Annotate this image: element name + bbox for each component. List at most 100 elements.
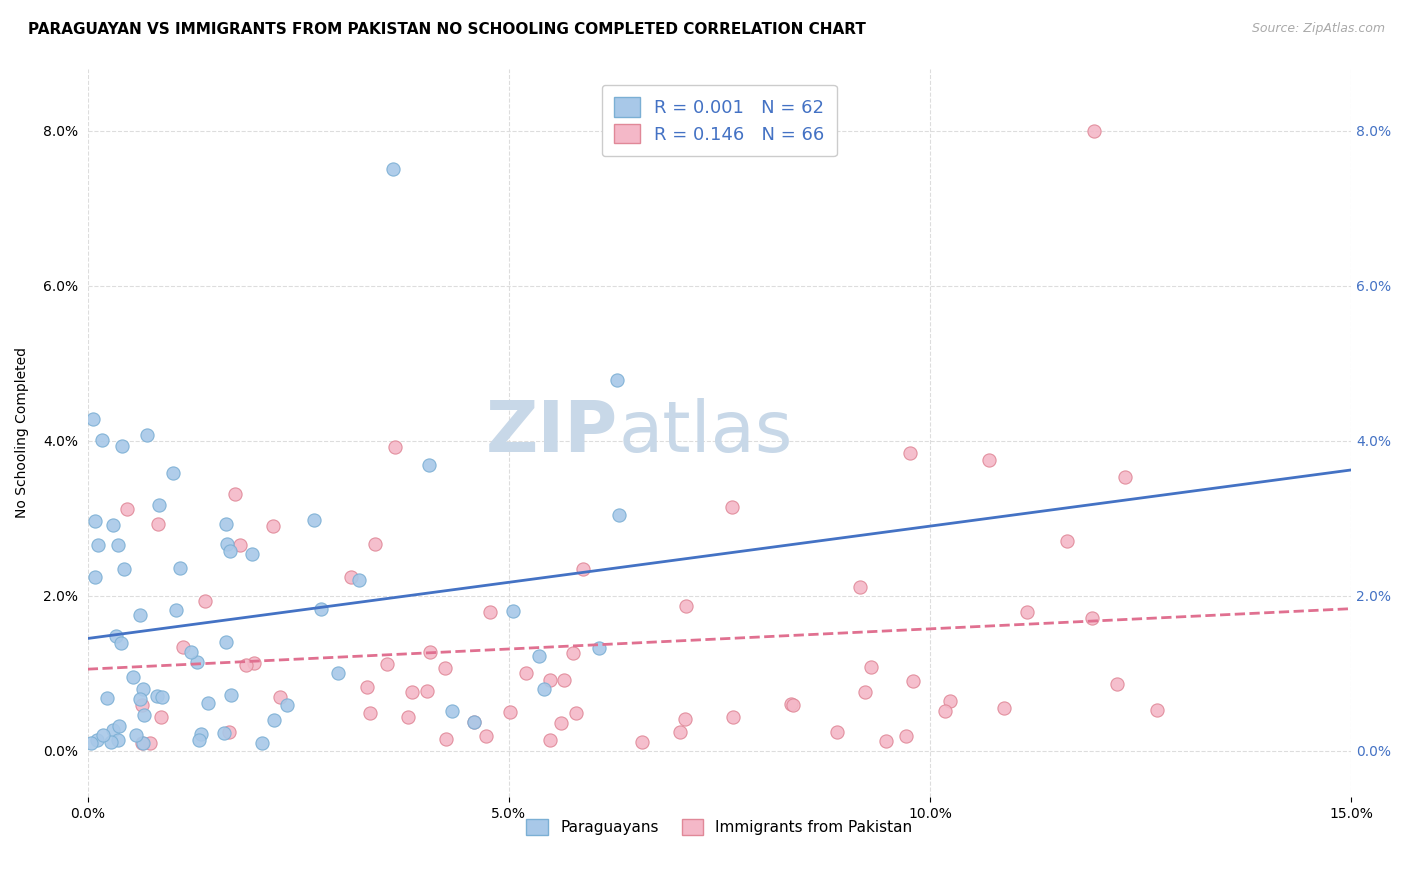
Point <box>859 660 882 674</box>
Text: Source: ZipAtlas.com: Source: ZipAtlas.com <box>1251 22 1385 36</box>
Point <box>243 657 266 671</box>
Point <box>562 646 585 660</box>
Point <box>721 500 744 515</box>
Point <box>252 736 274 750</box>
Point <box>107 538 129 552</box>
Point <box>572 562 595 576</box>
Point <box>1081 611 1104 625</box>
Point <box>86 733 108 747</box>
Point <box>418 458 440 472</box>
Point <box>162 467 184 481</box>
Point <box>134 707 156 722</box>
Point <box>212 726 235 740</box>
Point <box>533 682 555 697</box>
Point <box>132 736 155 750</box>
Point <box>419 645 441 659</box>
Point <box>87 538 110 552</box>
Point <box>215 634 238 648</box>
Point <box>1105 677 1128 691</box>
Point <box>129 692 152 706</box>
Point <box>169 561 191 575</box>
Point <box>538 673 561 687</box>
Point <box>309 602 332 616</box>
Point <box>215 516 238 531</box>
Point <box>669 725 692 739</box>
Point <box>194 594 217 608</box>
Point <box>894 729 917 743</box>
Point <box>1083 123 1105 137</box>
Point <box>1114 469 1136 483</box>
Point <box>993 701 1015 715</box>
Point <box>347 573 370 587</box>
Point <box>105 629 128 643</box>
Point <box>939 694 962 708</box>
Point <box>502 604 524 618</box>
Point <box>499 705 522 719</box>
Point <box>607 508 630 522</box>
Point <box>91 728 114 742</box>
Point <box>849 580 872 594</box>
Point <box>110 439 132 453</box>
Point <box>1146 703 1168 717</box>
Point <box>475 729 498 743</box>
Point <box>235 658 257 673</box>
Point <box>553 673 575 688</box>
Point <box>139 736 162 750</box>
Point <box>242 547 264 561</box>
Point <box>131 736 153 750</box>
Point <box>122 670 145 684</box>
Point <box>550 715 572 730</box>
Point <box>328 666 350 681</box>
Point <box>339 570 361 584</box>
Point <box>934 704 956 718</box>
Point <box>901 673 924 688</box>
Y-axis label: No Schooling Completed: No Schooling Completed <box>15 348 30 518</box>
Point <box>218 724 240 739</box>
Point <box>84 569 107 583</box>
Point <box>131 698 153 713</box>
Point <box>825 725 848 739</box>
Point <box>103 723 125 737</box>
Point <box>721 710 744 724</box>
Point <box>588 640 610 655</box>
Point <box>165 603 187 617</box>
Point <box>977 452 1000 467</box>
Point <box>100 735 122 749</box>
Point <box>115 501 138 516</box>
Point <box>215 537 238 551</box>
Point <box>107 733 129 747</box>
Point <box>538 733 561 747</box>
Text: ZIP: ZIP <box>486 399 619 467</box>
Point <box>276 698 298 712</box>
Point <box>415 684 437 698</box>
Point <box>103 517 125 532</box>
Point <box>401 685 423 699</box>
Point <box>219 688 242 702</box>
Point <box>302 514 325 528</box>
Text: PARAGUAYAN VS IMMIGRANTS FROM PAKISTAN NO SCHOOLING COMPLETED CORRELATION CHART: PARAGUAYAN VS IMMIGRANTS FROM PAKISTAN N… <box>28 22 866 37</box>
Point <box>146 689 169 703</box>
Point <box>218 544 240 558</box>
Point <box>229 538 252 552</box>
Point <box>190 727 212 741</box>
Point <box>1056 533 1078 548</box>
Point <box>129 607 152 622</box>
Point <box>148 498 170 512</box>
Point <box>673 712 696 726</box>
Point <box>197 696 219 710</box>
Point <box>83 514 105 528</box>
Point <box>150 690 173 705</box>
Point <box>356 680 378 694</box>
Point <box>853 685 876 699</box>
Point <box>1015 606 1038 620</box>
Point <box>359 706 381 720</box>
Point <box>180 645 202 659</box>
Point <box>110 636 132 650</box>
Point <box>82 411 104 425</box>
Point <box>631 735 654 749</box>
Point <box>269 690 291 704</box>
Point <box>224 487 246 501</box>
Point <box>434 731 457 746</box>
Point <box>564 706 586 721</box>
Point <box>146 517 169 532</box>
